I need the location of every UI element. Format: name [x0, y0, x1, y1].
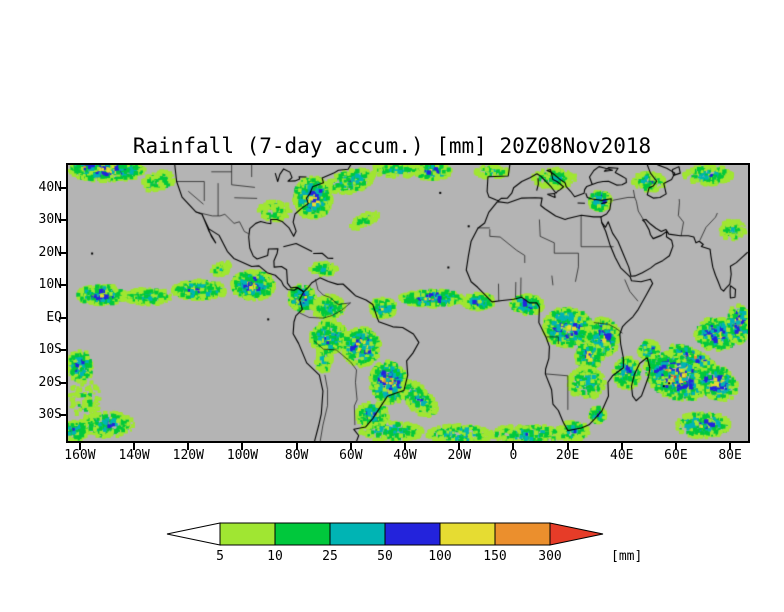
legend-value-label-10: 10	[267, 549, 283, 564]
legend-color-segment-4	[384, 522, 441, 546]
lon-label-0: 0	[509, 448, 518, 463]
lon-tick	[187, 443, 190, 450]
lon-tick	[78, 443, 81, 450]
color-legend: [mm] 5 10 25 50 100 150 300	[165, 521, 745, 573]
lon-label-160w: 160W	[64, 448, 96, 463]
lon-label-40e: 40E	[610, 448, 634, 463]
lat-tick	[59, 349, 66, 352]
lon-tick	[674, 443, 677, 450]
lon-tick	[566, 443, 569, 450]
lon-tick	[133, 443, 136, 450]
lat-tick	[59, 381, 66, 384]
lon-label-60w: 60W	[339, 448, 363, 463]
legend-colorbar	[166, 522, 604, 546]
map-frame	[66, 163, 750, 443]
lon-tick	[295, 443, 298, 450]
plot-title: Rainfall (7-day accum.) [mm] 20Z08Nov201…	[132, 134, 652, 158]
lat-tick	[59, 414, 66, 417]
lat-label-30s: 30S	[38, 407, 62, 423]
lat-label-40n: 40N	[38, 180, 62, 196]
lat-label-10n: 10N	[38, 277, 62, 293]
lon-label-20w: 20W	[447, 448, 471, 463]
legend-unit-label: [mm]	[611, 549, 643, 564]
rainfall-map-canvas	[68, 165, 748, 441]
legend-color-segment-5	[439, 522, 496, 546]
lat-tick	[59, 284, 66, 287]
lon-tick	[349, 443, 352, 450]
legend-value-label-150: 150	[483, 549, 507, 564]
lon-tick	[404, 443, 407, 450]
legend-value-label-100: 100	[428, 549, 452, 564]
lat-tick	[59, 251, 66, 254]
legend-color-segment-1	[219, 522, 276, 546]
legend-color-segment-3	[329, 522, 386, 546]
lon-label-20e: 20E	[555, 448, 580, 463]
lon-label-80e: 80E	[718, 448, 742, 463]
lat-label-10s: 10S	[38, 342, 62, 358]
lon-label-140w: 140W	[118, 448, 150, 463]
lat-label-20n: 20N	[38, 244, 62, 260]
lat-tick	[59, 187, 66, 190]
lon-tick	[458, 443, 461, 450]
lon-tick	[512, 443, 515, 450]
legend-arrow-above	[549, 522, 604, 546]
lon-tick	[241, 443, 244, 450]
legend-value-label-50: 50	[377, 549, 393, 564]
legend-arrow-below	[166, 522, 221, 546]
lat-label-30n: 30N	[38, 212, 62, 228]
lat-label-20s: 20S	[38, 374, 62, 390]
lon-label-120w: 120W	[172, 448, 204, 463]
lat-tick	[59, 219, 66, 222]
lon-label-80w: 80W	[284, 448, 309, 463]
lat-tick	[59, 316, 66, 319]
legend-color-segment-2	[274, 522, 331, 546]
legend-value-label-300: 300	[538, 549, 562, 564]
lat-label-eq: EQ	[46, 309, 62, 325]
lon-tick	[620, 443, 623, 450]
lon-label-60e: 60E	[664, 448, 688, 463]
lon-tick	[729, 443, 732, 450]
lon-label-100w: 100W	[226, 448, 259, 463]
legend-color-segment-6	[494, 522, 551, 546]
lon-label-40w: 40W	[393, 448, 417, 463]
legend-value-label-5: 5	[216, 549, 224, 564]
legend-value-label-25: 25	[322, 549, 338, 564]
